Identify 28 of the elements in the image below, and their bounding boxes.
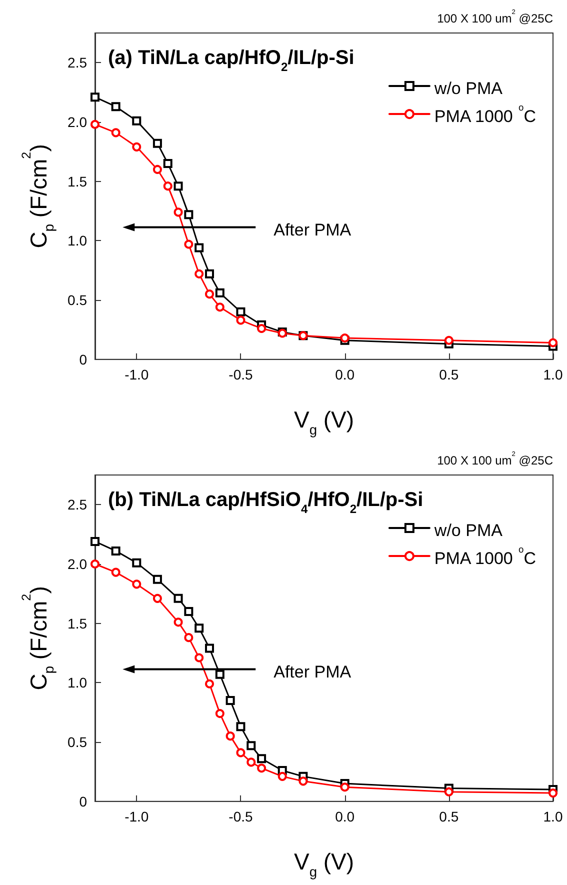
x-tick-label: 0.5	[439, 366, 459, 382]
legend-label: w/o PMA	[433, 521, 504, 540]
y-axis-title: Cp (F/cm2)	[20, 144, 56, 248]
y-tick-label: 1.5	[68, 615, 88, 632]
legend-label: w/o PMA	[433, 79, 504, 98]
y-tick-label: 0	[79, 793, 88, 810]
y-tick-label: 1.0	[68, 674, 88, 691]
x-tick-label: -0.5	[228, 366, 254, 382]
x-tick-label: 0.0	[335, 366, 355, 382]
y-tick-label: 2.5	[68, 496, 88, 513]
y-tick-label: 1.5	[68, 173, 88, 190]
y-tick-label: 1.0	[68, 232, 88, 249]
x-tick-label: -0.5	[228, 808, 254, 824]
x-tick-label: 1.0	[543, 366, 563, 382]
y-tick-label: 0.5	[68, 292, 88, 308]
x-tick-label: -1.0	[124, 808, 149, 824]
y-tick-label: 0	[79, 351, 88, 368]
x-tick-label: 1.0	[543, 808, 563, 824]
y-tick-label: 2.5	[68, 54, 88, 71]
annotation: After PMA	[274, 662, 352, 682]
y-tick-label: 2.0	[68, 556, 88, 572]
x-tick-label: -1.0	[124, 366, 149, 382]
y-tick-label: 2.0	[68, 114, 88, 130]
x-tick-label: 0.0	[335, 808, 355, 824]
y-tick-label: 0.5	[68, 734, 88, 750]
x-tick-label: 0.5	[439, 808, 459, 824]
annotation: After PMA	[274, 220, 352, 240]
y-axis-title: Cp (F/cm2)	[20, 586, 56, 690]
